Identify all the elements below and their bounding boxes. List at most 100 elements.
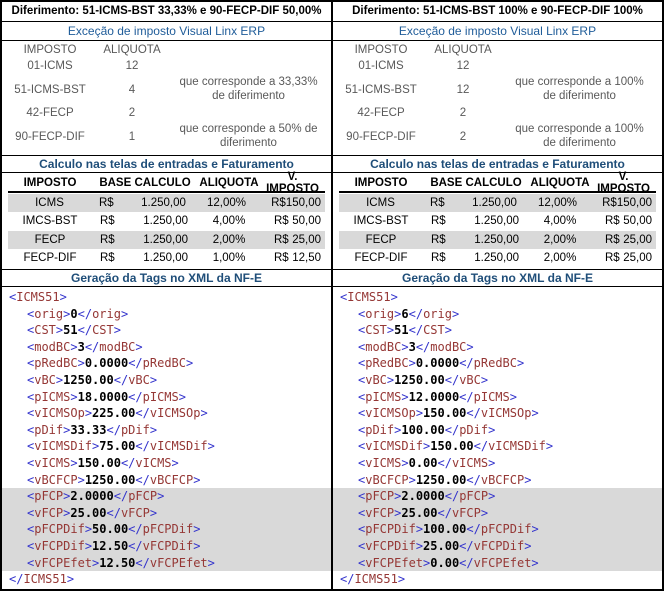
xml-open-bracket: < [358,522,366,537]
imposto-value: 150,00 [285,196,321,209]
xml-section-header: Geração da Tags no XML da NF-E [333,269,662,287]
xml-end-close-bracket: > [193,538,201,553]
xml-tag-line: <orig>6</orig> [333,306,662,323]
exception-table-row: 01-ICMS 12 [4,60,329,72]
xml-value: 150.00 [423,406,467,421]
xml-value: 0.00 [430,555,460,570]
base-calculo-cell: R$ 1.250,00 [92,215,198,227]
xml-value: 51 [394,323,409,338]
xml-close-bracket: > [55,323,64,338]
xml-end-open-bracket: </ [106,422,121,437]
currency-symbol: R$ [602,196,617,209]
aliquota-cell: 2 [128,107,136,120]
base-value: 1.250,00 [474,233,519,246]
xml-open-bracket: < [27,356,35,371]
xml-close-bracket: > [59,290,67,304]
xml-close-bracket: > [70,339,78,354]
xml-value: 3 [408,339,416,354]
xml-tag-line: <pFCPDif>100.00</pFCPDif> [333,521,662,538]
xml-value: 225.00 [92,406,136,421]
xml-end-close-bracket: > [66,572,75,587]
xml-tag-name: modBC [99,339,136,354]
xml-close-bracket: > [415,522,424,537]
xml-close-bracket: > [401,389,409,404]
xml-tag-line: <vFCPEfet>12.50</vFCPEfet> [2,554,331,572]
xml-end-open-bracket: </ [437,505,452,520]
xml-tag-name: orig [34,306,64,321]
xml-end-close-bracket: > [480,372,489,387]
imposto-cell: 51-ICMS-BST [14,83,86,96]
xml-end-open-bracket: </ [459,555,474,570]
xml-tag-name: vFCPEfet [34,555,93,570]
calc-table-row: IMCS-BST R$ 1.250,00 4,00% R$ 50,00 [8,213,325,231]
xml-end-open-bracket: </ [120,455,136,470]
xml-end-close-bracket: > [178,389,186,404]
xml-end-open-bracket: </ [84,339,100,354]
xml-open-bracket: < [358,555,366,570]
xml-tag-name: vBC [34,372,56,387]
xml-tag-name: pFCPDif [480,522,532,537]
currency-symbol: R$ [431,215,446,228]
xml-value: 1250.00 [415,472,467,487]
xml-tag-name: vICMS [34,455,71,470]
xml-tag-name: vICMS [451,455,489,470]
exception-table-row: 42-FECP 2 [335,107,660,119]
note-cell: que corresponde a 50% de diferimento [179,123,318,150]
xml-tag-name: pFCP [128,489,158,504]
xml-tag-name: vICMSOp [480,406,532,421]
aliquota-cell: 2,00% [543,252,577,265]
xml-open-bracket: < [27,522,35,537]
currency-symbol: R$ [274,233,289,246]
xml-end-close-bracket: > [171,455,179,470]
calc-table-row: IMCS-BST R$ 1.250,00 4,00% R$ 50,00 [339,213,656,231]
xml-end-open-bracket: </ [135,555,150,570]
xml-close-bracket: > [394,489,402,504]
calc-table: IMPOSTO BASE CALCULO ALIQUOTA V. IMPOSTO… [2,171,331,269]
xml-tag-name: vICMSOp [34,406,85,421]
xml-end-open-bracket: </ [415,339,431,354]
xml-end-open-bracket: </ [135,472,150,487]
xml-end-close-bracket: > [531,406,539,421]
exception-table-header-row: IMPOSTO ALIQUOTA [335,44,660,56]
xml-tag-name: vBCFCP [365,472,409,487]
xml-tag-line: <CST>51</CST> [2,322,331,339]
xml-value: 25.00 [401,505,438,520]
imposto-value: 150,00 [616,196,652,209]
xml-value: 0 [70,306,78,321]
xml-end-close-bracket: > [545,439,554,454]
xml-open-bracket: < [27,306,35,321]
xml-open-bracket: < [358,356,366,371]
xml-end-open-bracket: </ [444,422,460,437]
xml-close-bracket: > [394,505,402,520]
aliquota-column-header: ALIQUOTA [434,44,492,56]
base-calculo-cell: R$ 1.250,00 [92,252,198,264]
currency-symbol: R$ [274,252,289,265]
xml-end-open-bracket: </ [408,323,424,338]
xml-tag-line: <pFCP>2.0000</pFCP> [333,488,662,505]
base-calculo-cell: R$ 1.250,00 [423,234,529,246]
aliquota-cell: 4 [128,83,136,96]
xml-tag-name: ICMS51 [347,290,391,304]
note-cell: que corresponde a 100% de diferimento [515,123,644,150]
xml-end-open-bracket: </ [437,455,452,470]
xml-tag-name: ICMS51 [23,572,67,587]
xml-close-bracket: > [394,306,402,321]
xml-end-open-bracket: </ [466,472,481,487]
xml-tag-line: <vFCP>25.00</vFCP> [333,504,662,522]
xml-tag-name: vFCPEfet [149,555,208,570]
xml-open-bracket: < [27,422,35,437]
xml-end-close-bracket: > [193,522,201,537]
xml-root-open-line: <ICMS51> [333,289,662,306]
base-value: 1.250,00 [472,196,517,209]
calc-table-row: FECP-DIF R$ 1.250,00 2,00% R$ 25,00 [339,250,656,268]
xml-end-close-bracket: > [120,306,129,321]
xml-root-close-line: </ICMS51> [2,571,331,588]
xml-end-close-bracket: > [517,356,525,371]
xml-value: 150.00 [77,455,121,470]
imposto-cell: 42-FECP [26,107,74,120]
xml-tag-line: <orig>0</orig> [2,306,331,323]
xml-close-bracket: > [386,323,395,338]
xml-tag-name: pDif [120,422,150,437]
xml-end-close-bracket: > [207,555,215,570]
calc-table-row: FECP R$ 1.250,00 2,00% R$ 25,00 [8,231,325,249]
